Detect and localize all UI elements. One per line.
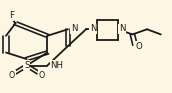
- Text: O: O: [9, 71, 15, 80]
- Text: O: O: [136, 42, 143, 50]
- Text: O: O: [38, 71, 44, 80]
- Text: N: N: [71, 24, 77, 33]
- Text: NH: NH: [50, 61, 63, 70]
- Text: N: N: [90, 24, 96, 33]
- Text: N: N: [119, 24, 125, 33]
- Text: S: S: [24, 61, 29, 70]
- Text: F: F: [9, 11, 14, 20]
